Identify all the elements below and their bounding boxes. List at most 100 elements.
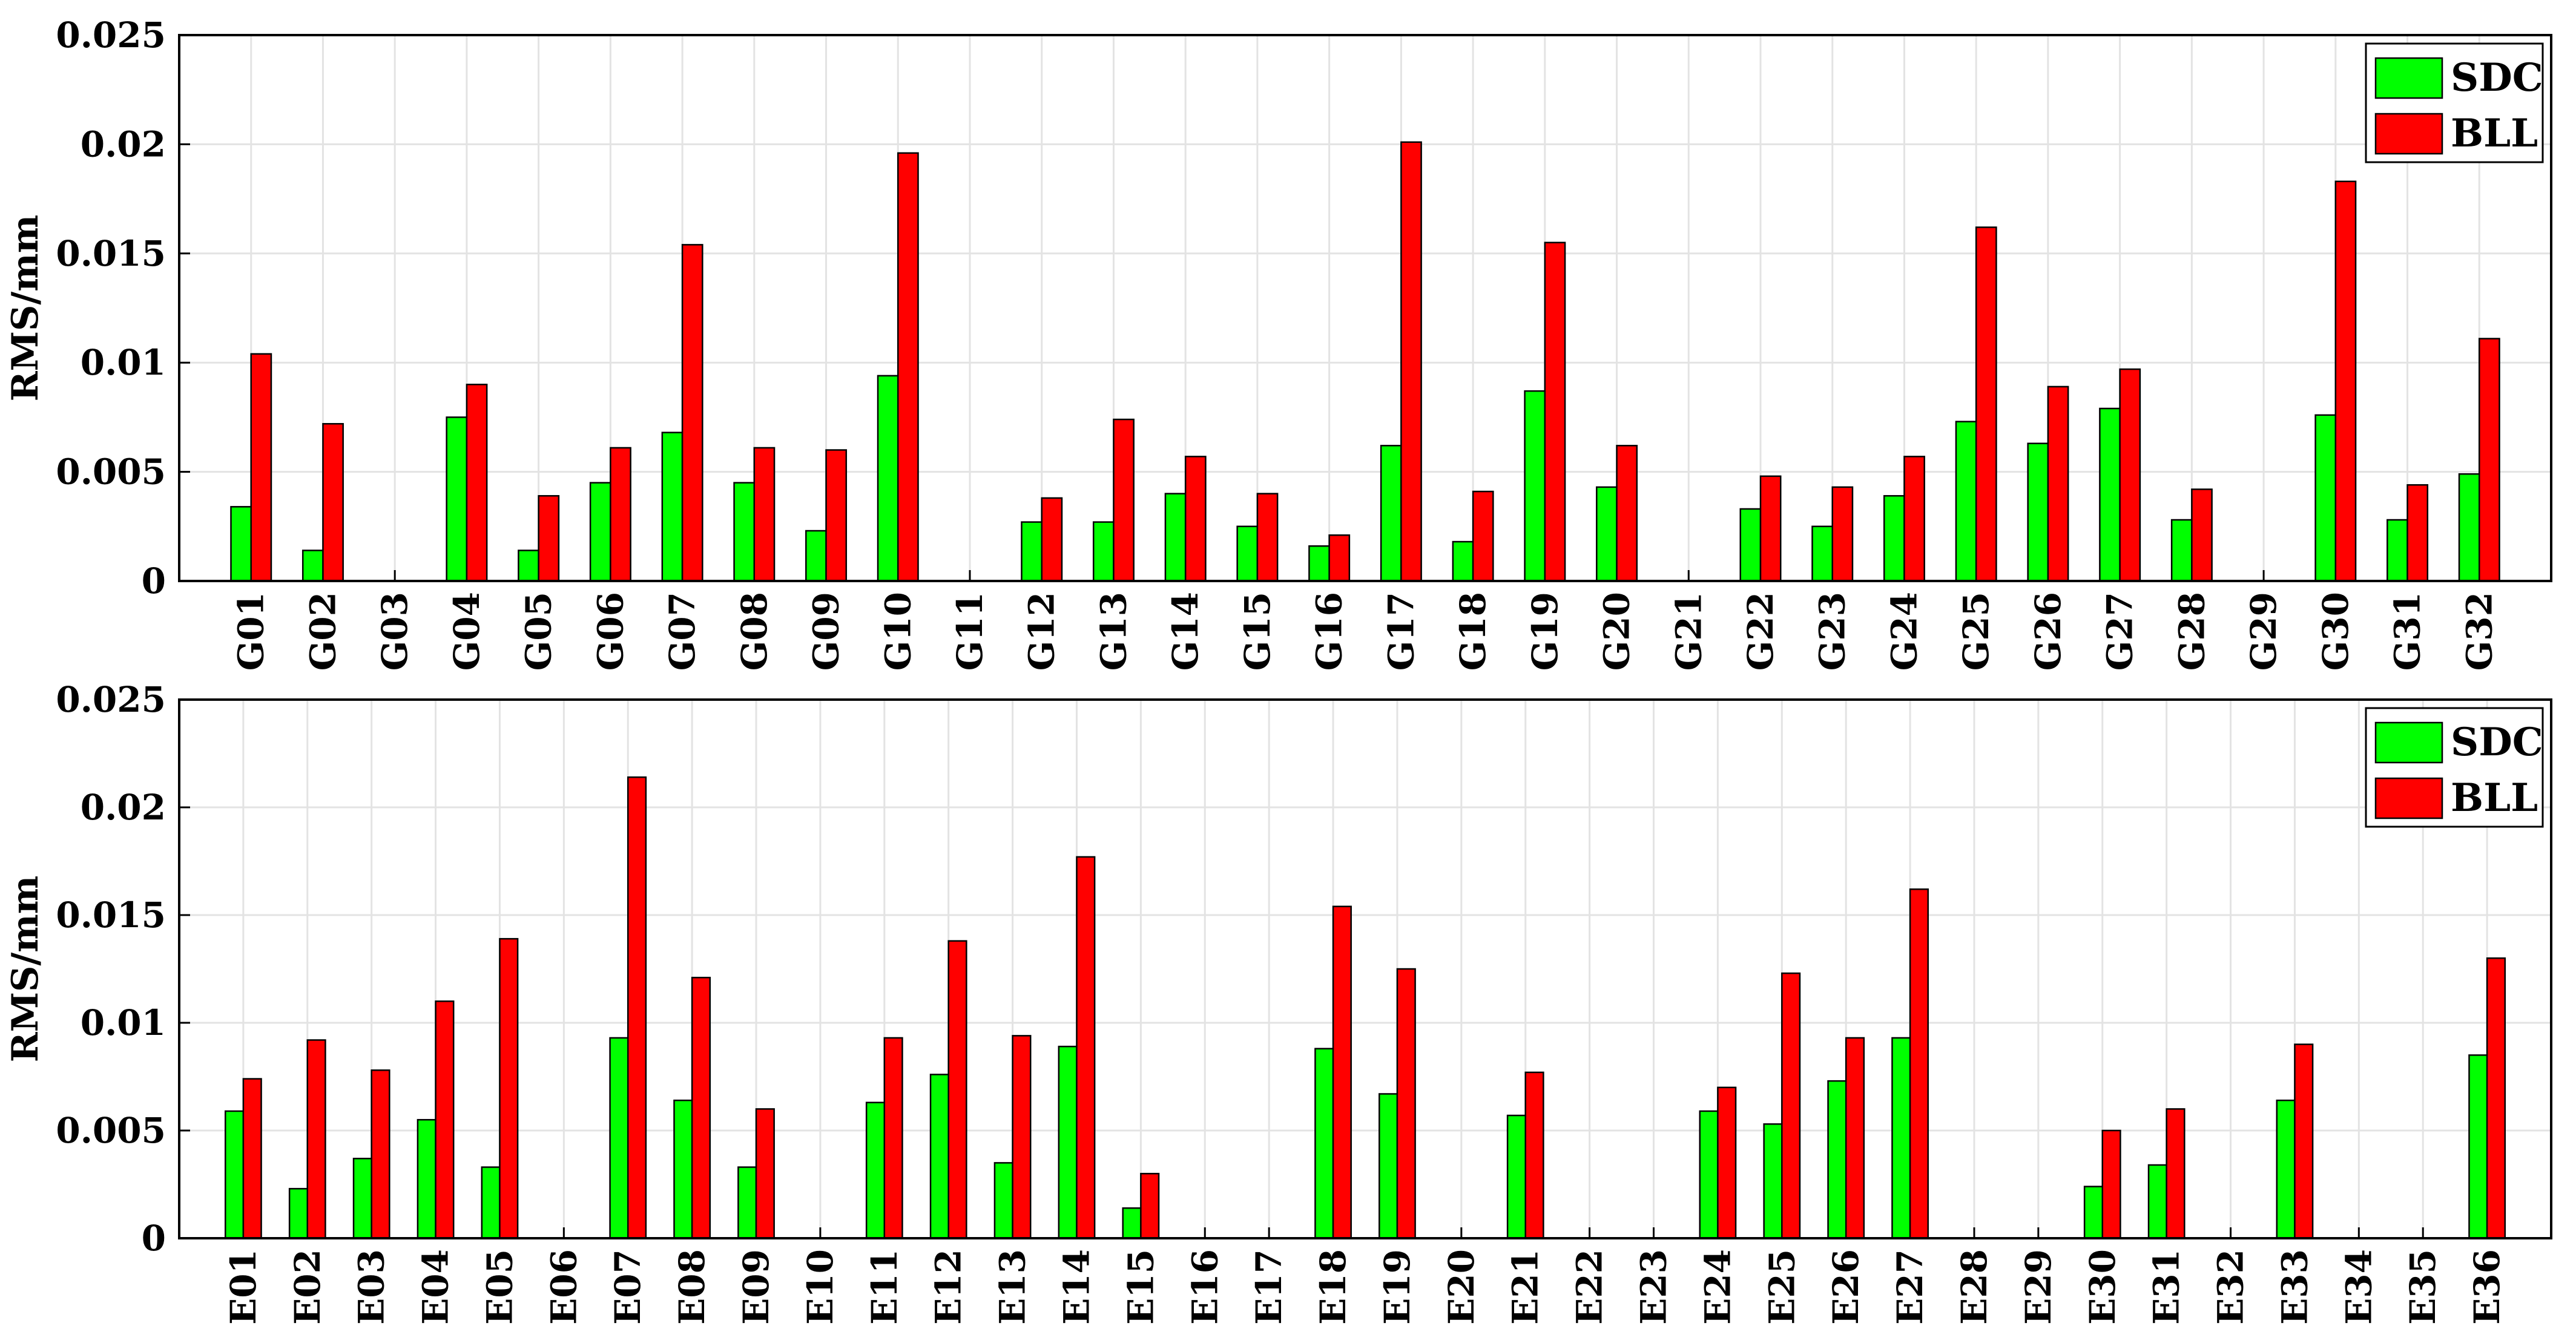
y-tick-label: 0.02 xyxy=(81,787,166,828)
x-tick-label: G22 xyxy=(1740,592,1781,671)
bar-sdc-g25 xyxy=(1955,421,1977,582)
x-tick-label: E27 xyxy=(1889,1249,1931,1325)
bar-bll-e08 xyxy=(691,976,711,1239)
x-tick-label: E30 xyxy=(2082,1249,2123,1325)
bar-sdc-e05 xyxy=(481,1166,501,1239)
x-tick-label: E33 xyxy=(2274,1249,2315,1325)
x-tick-label: G16 xyxy=(1309,592,1350,671)
bar-bll-g32 xyxy=(2479,338,2500,582)
legend-label-bll: BLL xyxy=(2451,775,2538,821)
bar-sdc-g02 xyxy=(301,550,324,582)
bar-bll-e26 xyxy=(1845,1037,1865,1239)
bar-bll-e02 xyxy=(306,1039,326,1239)
x-tick-label: E05 xyxy=(479,1249,520,1325)
x-tick-label: E06 xyxy=(543,1249,584,1325)
y-tick-label: 0 xyxy=(142,560,166,602)
x-tick-label: E13 xyxy=(992,1249,1033,1325)
legend-label-sdc: SDC xyxy=(2451,720,2543,765)
y-tick-label: 0.015 xyxy=(56,233,166,274)
bar-sdc-e15 xyxy=(1122,1207,1142,1239)
bar-bll-e15 xyxy=(1140,1172,1160,1239)
bar-sdc-e01 xyxy=(224,1110,245,1239)
x-tick-label: E21 xyxy=(1505,1249,1546,1325)
x-tick-label: G14 xyxy=(1165,592,1206,671)
bar-sdc-g17 xyxy=(1380,445,1402,582)
bar-sdc-e09 xyxy=(737,1166,757,1239)
bar-sdc-e11 xyxy=(865,1101,886,1239)
bar-bll-e18 xyxy=(1332,905,1352,1239)
bar-bll-g14 xyxy=(1184,456,1207,582)
y-tick-label: 0 xyxy=(142,1218,166,1259)
x-tick-label: G13 xyxy=(1093,592,1134,671)
bar-bll-g15 xyxy=(1256,493,1279,582)
bar-sdc-g20 xyxy=(1596,486,1618,582)
x-tick-label: E10 xyxy=(800,1249,841,1325)
x-tick-label: E15 xyxy=(1120,1249,1161,1325)
bar-bll-e03 xyxy=(371,1069,390,1239)
legend-label-sdc: SDC xyxy=(2451,55,2543,100)
bar-sdc-g23 xyxy=(1811,525,1833,582)
x-tick-label: E36 xyxy=(2466,1249,2508,1325)
y-tick-label: 0.02 xyxy=(81,123,166,165)
y-tick-label: 0.025 xyxy=(56,15,166,56)
legend-swatch-bll xyxy=(2374,777,2443,819)
x-tick-label: G02 xyxy=(302,592,343,671)
bar-bll-g07 xyxy=(681,244,703,582)
bar-bll-g16 xyxy=(1328,534,1351,582)
bar-bll-e12 xyxy=(947,940,967,1239)
legend-label-bll: BLL xyxy=(2451,111,2538,156)
bar-sdc-g12 xyxy=(1021,521,1043,582)
bar-sdc-e12 xyxy=(929,1074,949,1239)
x-tick-label: E29 xyxy=(2018,1249,2059,1325)
bar-sdc-e13 xyxy=(993,1162,1013,1239)
x-tick-label: G10 xyxy=(877,592,918,671)
x-tick-label: E02 xyxy=(287,1249,328,1325)
bar-sdc-g32 xyxy=(2458,473,2480,582)
x-tick-label: G26 xyxy=(2028,592,2069,671)
chart-panel-2: 0 0.005 0.01 0.015 0.02 0.025 E01 E02 E03 E04 E05 E… xyxy=(4,679,2552,1325)
bar-sdc-g18 xyxy=(1452,540,1474,582)
bar-bll-g30 xyxy=(2334,180,2357,582)
bar-sdc-g07 xyxy=(661,432,684,582)
bar-sdc-e02 xyxy=(288,1187,309,1239)
bar-bll-e13 xyxy=(1012,1035,1032,1239)
bar-bll-e11 xyxy=(883,1037,903,1239)
bar-bll-g20 xyxy=(1616,445,1638,582)
bar-sdc-g14 xyxy=(1164,493,1187,582)
bar-sdc-e08 xyxy=(673,1099,693,1239)
x-tick-label: E20 xyxy=(1441,1249,1482,1325)
x-tick-label: G11 xyxy=(949,592,990,671)
bar-bll-g26 xyxy=(2047,386,2069,582)
bar-bll-g10 xyxy=(897,152,919,582)
bar-sdc-g15 xyxy=(1236,525,1259,582)
x-tick-label: E28 xyxy=(1954,1249,1995,1325)
y-tick-label: 0.005 xyxy=(56,1110,166,1151)
axes-frame xyxy=(178,698,2552,1239)
bar-bll-g23 xyxy=(1831,486,1854,582)
plot-area xyxy=(179,35,2551,581)
y-tick-label: 0.005 xyxy=(56,451,166,493)
bar-bll-e31 xyxy=(2166,1108,2186,1239)
bar-bll-g19 xyxy=(1544,241,1566,582)
x-tick-label: E22 xyxy=(1569,1249,1610,1325)
x-tick-label: G08 xyxy=(734,592,775,671)
bar-bll-e04 xyxy=(435,1000,455,1239)
plot-area xyxy=(179,700,2551,1238)
x-tick-label: E16 xyxy=(1184,1249,1225,1325)
bar-bll-e30 xyxy=(2101,1129,2121,1239)
x-tick-label: E19 xyxy=(1377,1249,1418,1325)
bar-bll-g13 xyxy=(1113,418,1135,582)
x-tick-label: G05 xyxy=(518,592,559,671)
bar-bll-e07 xyxy=(627,776,647,1239)
bar-bll-e09 xyxy=(755,1108,775,1239)
bar-bll-g04 xyxy=(466,384,488,582)
bar-sdc-g16 xyxy=(1308,545,1330,582)
bar-bll-e24 xyxy=(1717,1086,1737,1239)
bar-sdc-e04 xyxy=(417,1118,436,1239)
x-tick-label: E31 xyxy=(2146,1249,2187,1325)
x-tick-label: E11 xyxy=(864,1249,905,1325)
x-tick-label: G07 xyxy=(662,592,703,671)
x-tick-label: G25 xyxy=(1955,592,1997,671)
bar-sdc-g24 xyxy=(1883,495,1905,582)
bar-sdc-g26 xyxy=(2027,442,2049,582)
